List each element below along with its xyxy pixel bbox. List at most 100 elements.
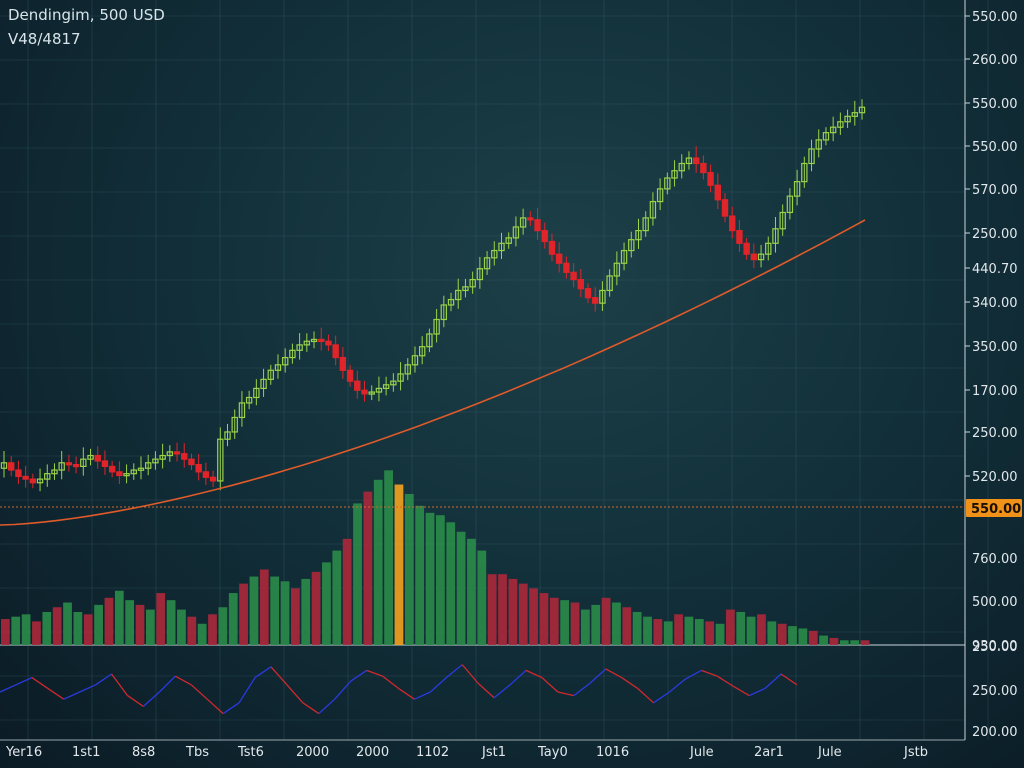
oscillator-tick-label: 250.00 — [972, 684, 1018, 699]
candle — [346, 369, 354, 382]
volume-bar — [373, 479, 383, 645]
oscillator-segment — [573, 682, 591, 697]
candle — [354, 380, 361, 391]
candle — [0, 462, 8, 469]
candle — [743, 242, 750, 255]
candle — [130, 469, 137, 475]
time-tick-label: Tbs — [185, 745, 209, 760]
volume-bar — [311, 571, 321, 645]
volume-bar — [342, 538, 352, 645]
volume-bar — [197, 623, 207, 645]
volume-bar — [508, 578, 518, 645]
price-tick-label: 520.00 — [972, 470, 1018, 485]
oscillator-segment — [461, 664, 479, 684]
oscillator-segment — [429, 677, 447, 693]
volume-bar — [228, 593, 238, 645]
oscillator-segment — [589, 668, 607, 684]
oscillator-segment — [222, 702, 240, 715]
oscillator-segment — [493, 684, 511, 699]
volume-bar — [622, 607, 632, 645]
candle — [671, 170, 678, 179]
candle — [181, 453, 188, 460]
candle — [772, 228, 779, 244]
candle — [851, 112, 858, 117]
volume-bar — [332, 550, 342, 645]
volume-bar — [643, 616, 652, 645]
candle — [296, 344, 303, 351]
oscillator-segment — [653, 691, 670, 704]
oscillator-segment — [716, 675, 734, 687]
candle — [613, 262, 621, 277]
volume-bar — [549, 597, 559, 645]
oscillator-segment — [748, 687, 766, 697]
candle — [65, 462, 73, 466]
volume-bar — [612, 602, 621, 645]
volume-bar — [829, 637, 839, 645]
price-tick-label: 340.00 — [972, 296, 1018, 311]
volume-bar — [208, 614, 217, 645]
volume-tick-label: 930.00 — [972, 639, 1018, 654]
oscillator-segment — [398, 687, 415, 700]
time-tick-label: Tst6 — [237, 745, 264, 760]
overlay-lines — [0, 219, 965, 526]
oscillator-segment — [0, 684, 17, 693]
volume-bar — [581, 609, 590, 645]
volume-bar — [518, 583, 528, 645]
oscillator-pane — [0, 664, 798, 715]
volume-bar — [498, 574, 507, 645]
volume-bar — [94, 604, 103, 645]
volume-bar — [539, 593, 549, 645]
candle — [808, 148, 815, 165]
oscillator-segment — [541, 677, 559, 693]
candle — [173, 451, 181, 455]
candle — [635, 230, 642, 241]
oscillator-segment — [334, 680, 352, 700]
volume-bar — [280, 581, 290, 645]
oscillator-segment — [111, 673, 129, 696]
candle — [15, 469, 22, 477]
candle — [692, 157, 700, 165]
candle — [123, 473, 130, 477]
oscillator-segment — [669, 678, 686, 693]
price-tick-label: 550.00 — [972, 10, 1018, 25]
candle — [152, 458, 159, 464]
volume-bar — [104, 597, 114, 645]
oscillator-segment — [525, 669, 543, 679]
volume-bar — [757, 614, 766, 645]
candle — [801, 162, 808, 183]
oscillator-segment — [318, 698, 336, 715]
candle — [656, 188, 664, 203]
time-tick-label: 1016 — [596, 745, 629, 760]
candle — [563, 262, 570, 273]
volume-bar — [446, 522, 456, 645]
volume-bar — [674, 614, 683, 645]
candle — [541, 230, 548, 243]
oscillator-segment — [158, 675, 176, 693]
candle — [527, 217, 534, 221]
volume-bar — [601, 597, 611, 645]
candle — [332, 344, 339, 359]
candle — [375, 387, 383, 393]
candle — [188, 458, 195, 466]
candle — [476, 268, 484, 281]
volume-bar — [73, 611, 83, 645]
candle — [159, 454, 166, 460]
candle — [519, 217, 527, 228]
price-tick-label: 550.00 — [972, 140, 1018, 155]
price-tick-label: 250.00 — [972, 426, 1018, 441]
oscillator-segment — [637, 687, 654, 704]
oscillator-segment — [414, 691, 431, 700]
candle — [829, 126, 837, 134]
oscillator-segment — [206, 698, 224, 715]
volume-bar — [819, 635, 828, 645]
volume-bar — [1, 619, 10, 645]
time-tick-label: Jstb — [903, 745, 928, 760]
volume-bar — [632, 611, 642, 645]
candle — [368, 391, 375, 395]
volume-bar — [456, 531, 466, 645]
candle — [570, 271, 577, 281]
chart-subtitle: V48/4817 — [8, 30, 81, 48]
time-tick-label: Yer16 — [5, 745, 42, 760]
